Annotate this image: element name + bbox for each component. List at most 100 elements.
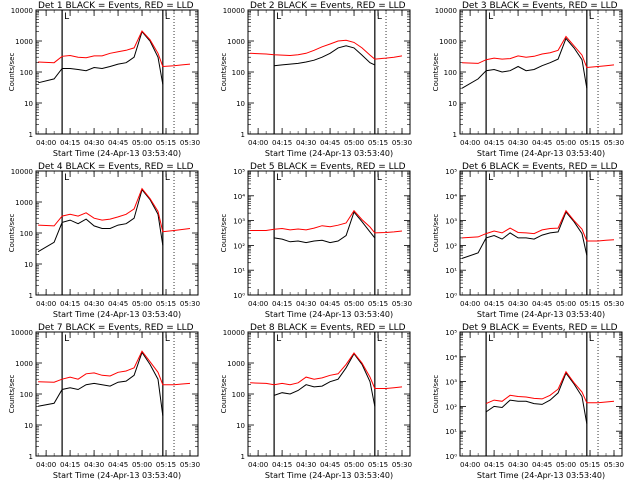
plot-frame xyxy=(247,170,411,296)
marker-label: L xyxy=(64,12,69,22)
series-lld-line xyxy=(38,187,191,233)
series-events-line xyxy=(485,372,588,424)
series-lld-line xyxy=(462,35,615,69)
x-tick-label: 05:15 xyxy=(156,461,176,469)
x-tick-label: 05:15 xyxy=(368,300,388,308)
x-tick-label: 04:00 xyxy=(36,461,56,469)
x-tick-label: 05:00 xyxy=(556,139,576,147)
x-tick-label: 04:00 xyxy=(36,300,56,308)
series-lld-line xyxy=(462,209,615,242)
y-tick-label: 1 xyxy=(29,131,33,139)
marker-label: L xyxy=(165,334,170,344)
series-events-line xyxy=(274,45,376,67)
y-tick-label: 10¹ xyxy=(445,428,457,436)
y-tick-label: 10000 xyxy=(223,329,245,337)
y-tick-label: 1000 xyxy=(15,38,33,46)
y-axis-label: Counts/sec xyxy=(432,53,440,92)
y-tick-label: 10¹ xyxy=(445,267,457,275)
detector-panel-5: Det 5 BLACK = Events, RED = LLD Counts/se… xyxy=(220,162,412,319)
series-events-line xyxy=(461,37,588,89)
x-tick-label: 05:15 xyxy=(156,300,176,308)
y-tick-label: 10² xyxy=(233,242,245,250)
x-tick-label: 04:30 xyxy=(296,461,316,469)
y-tick-label: 10² xyxy=(445,403,457,411)
x-tick-label: 05:30 xyxy=(392,139,412,147)
x-tick-label: 05:00 xyxy=(344,139,364,147)
detector-panel-1: Det 1 BLACK = Events, RED = LLD Counts/se… xyxy=(8,1,200,158)
y-tick-label: 10000 xyxy=(223,7,245,15)
x-tick-label: 05:15 xyxy=(580,139,600,147)
x-tick-label: 04:00 xyxy=(248,139,268,147)
x-tick-label: 04:00 xyxy=(460,300,480,308)
x-axis-label: Start Time (24-Apr-13 03:53:40) xyxy=(265,471,393,480)
x-tick-label: 04:45 xyxy=(532,139,552,147)
series-events-line xyxy=(37,30,164,85)
y-tick-label: 100 xyxy=(20,230,33,238)
y-tick-label: 10000 xyxy=(11,168,33,176)
marker-label: L xyxy=(488,12,493,22)
panel-title: Det 3 BLACK = Events, RED = LLD xyxy=(462,1,618,11)
x-tick-label: 04:15 xyxy=(484,300,504,308)
series-lld-line xyxy=(250,352,403,389)
y-tick-label: 10⁴ xyxy=(445,193,457,201)
x-tick-label: 04:45 xyxy=(108,461,128,469)
x-tick-label: 04:30 xyxy=(84,139,104,147)
series-lld-line xyxy=(38,30,191,68)
y-tick-label: 10 xyxy=(448,100,457,108)
marker-label: L xyxy=(589,12,594,22)
detector-panel-9: Det 9 BLACK = Events, RED = LLD Counts/se… xyxy=(432,323,624,480)
panel-title: Det 9 BLACK = Events, RED = LLD xyxy=(462,323,618,333)
series-events-line xyxy=(38,351,164,416)
x-tick-label: 05:30 xyxy=(604,300,624,308)
y-tick-label: 10³ xyxy=(233,218,245,226)
series-events-line xyxy=(461,211,588,259)
marker-label: L xyxy=(276,334,281,344)
y-tick-label: 10⁴ xyxy=(445,354,457,362)
marker-label: L xyxy=(589,173,594,183)
x-tick-label: 05:30 xyxy=(392,300,412,308)
marker-label: L xyxy=(276,12,281,22)
x-tick-label: 04:45 xyxy=(532,300,552,308)
y-tick-label: 1 xyxy=(29,453,33,461)
series-lld-line xyxy=(250,39,403,60)
panel-title: Det 6 BLACK = Events, RED = LLD xyxy=(462,162,618,172)
y-tick-label: 100 xyxy=(444,69,457,77)
series-lld-line xyxy=(38,350,191,386)
y-tick-label: 10⁴ xyxy=(233,193,245,201)
y-tick-label: 10⁵ xyxy=(445,329,457,337)
y-tick-label: 10⁰ xyxy=(445,292,457,300)
y-axis-label: Counts/sec xyxy=(8,53,16,92)
detector-panel-4: Det 4 BLACK = Events, RED = LLD Counts/se… xyxy=(8,162,200,319)
plot-frame xyxy=(35,9,199,135)
y-tick-label: 1 xyxy=(241,453,245,461)
x-tick-label: 05:00 xyxy=(344,300,364,308)
y-tick-label: 10 xyxy=(24,100,33,108)
x-tick-label: 04:15 xyxy=(484,461,504,469)
y-tick-label: 10 xyxy=(236,100,245,108)
marker-label: L xyxy=(276,173,281,183)
x-tick-label: 05:00 xyxy=(556,461,576,469)
panel-title: Det 7 BLACK = Events, RED = LLD xyxy=(38,323,194,333)
x-tick-label: 05:30 xyxy=(180,461,200,469)
x-tick-label: 04:30 xyxy=(296,139,316,147)
x-tick-label: 05:00 xyxy=(556,300,576,308)
x-tick-label: 04:30 xyxy=(508,139,528,147)
y-tick-label: 100 xyxy=(20,69,33,77)
plot-frame xyxy=(459,170,623,296)
y-tick-label: 10⁰ xyxy=(233,292,245,300)
y-tick-label: 1 xyxy=(241,131,245,139)
y-tick-label: 1000 xyxy=(439,38,457,46)
x-tick-label: 04:30 xyxy=(296,300,316,308)
x-tick-label: 04:15 xyxy=(272,300,292,308)
marker-label: L xyxy=(377,334,382,344)
panel-title: Det 5 BLACK = Events, RED = LLD xyxy=(250,162,406,172)
x-tick-label: 04:45 xyxy=(320,139,340,147)
x-tick-label: 04:45 xyxy=(108,300,128,308)
y-tick-label: 1000 xyxy=(227,360,245,368)
x-tick-label: 05:00 xyxy=(132,139,152,147)
panel-title: Det 8 BLACK = Events, RED = LLD xyxy=(250,323,406,333)
x-axis-label: Start Time (24-Apr-13 03:53:40) xyxy=(477,149,605,158)
y-tick-label: 100 xyxy=(232,391,245,399)
x-tick-label: 05:00 xyxy=(132,300,152,308)
